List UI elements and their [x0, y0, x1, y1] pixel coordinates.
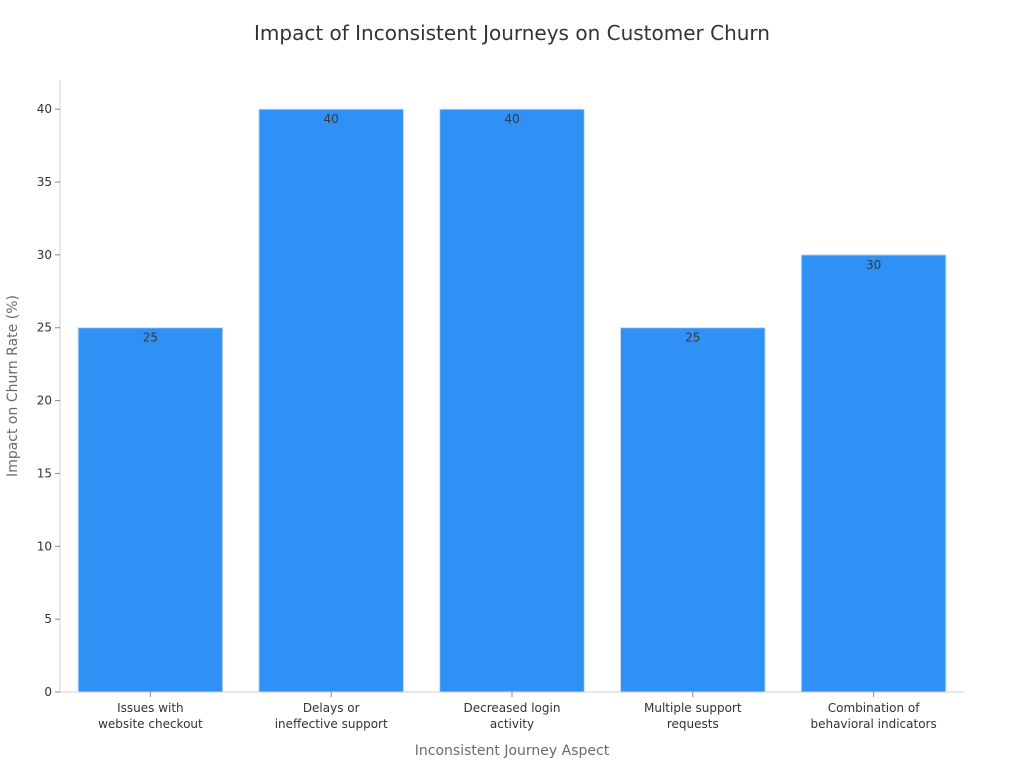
- bars-layer: [77, 108, 947, 693]
- x-tick-label: ineffective support: [275, 717, 388, 731]
- bar: [619, 327, 766, 693]
- y-tick-label: 35: [37, 175, 52, 189]
- bar-value-label: 25: [685, 331, 700, 345]
- y-tick-label: 0: [44, 685, 52, 699]
- x-tick-label: Multiple support: [644, 701, 742, 715]
- y-tick-label: 5: [44, 612, 52, 626]
- labels-layer: 25 Issues with website checkout 40 Delays or…: [98, 112, 937, 731]
- x-tick-label: Decreased login: [464, 701, 561, 715]
- bar-value-label: 40: [504, 112, 519, 126]
- bar: [800, 254, 947, 693]
- x-tick-label: Delays or: [303, 701, 360, 715]
- bar: [258, 108, 405, 693]
- bar-value-label: 25: [143, 331, 158, 345]
- x-tick-label: activity: [490, 717, 534, 731]
- y-tick-label: 15: [37, 466, 52, 480]
- y-tick-label: 20: [37, 394, 52, 408]
- y-tick-label: 40: [37, 102, 52, 116]
- x-tick-label: behavioral indicators: [810, 717, 936, 731]
- chart-title: Impact of Inconsistent Journeys on Custo…: [254, 21, 770, 45]
- x-axis-title: Inconsistent Journey Aspect: [415, 743, 610, 759]
- x-tick-label: requests: [667, 717, 719, 731]
- x-tick-label: Combination of: [828, 701, 920, 715]
- bar-value-label: 40: [324, 112, 339, 126]
- y-axis-title: Impact on Churn Rate (%): [5, 295, 21, 477]
- bar: [439, 108, 585, 693]
- x-tick-label: website checkout: [98, 717, 203, 731]
- bar-value-label: 30: [866, 258, 881, 272]
- x-tick-label: Issues with: [117, 701, 184, 715]
- y-tick-label: 30: [37, 248, 52, 262]
- y-tick-label: 25: [37, 321, 52, 335]
- axes-layer: 0 5 10 15 20 25 30 35 40: [37, 80, 964, 699]
- bar: [77, 327, 224, 693]
- y-tick-label: 10: [37, 539, 52, 553]
